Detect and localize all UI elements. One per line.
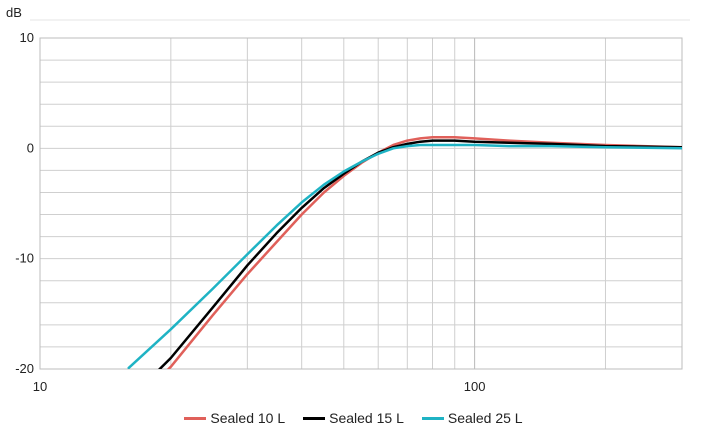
legend-swatch [421, 416, 444, 420]
plot-border [39, 37, 683, 370]
axes [30, 19, 690, 370]
y-axis-unit-label: dB [6, 5, 22, 20]
series-line-1 [166, 136, 682, 369]
y-tick-label: 10 [20, 30, 34, 45]
legend-swatch [184, 416, 207, 420]
legend-label: Sealed 25 L [447, 410, 523, 426]
series-line-2 [157, 139, 682, 369]
legend: Sealed 10 L Sealed 15 L Sealed 25 L [0, 410, 707, 426]
x-tick-label: 10 [33, 379, 47, 394]
series-line-3 [127, 143, 682, 369]
x-tick-label: 100 [464, 379, 486, 394]
legend-item-sealed-10: Sealed 10 L [184, 410, 285, 426]
y-tick-label: -10 [15, 251, 34, 266]
y-tick-label: -20 [15, 361, 34, 376]
legend-item-sealed-15: Sealed 15 L [303, 410, 404, 426]
legend-label: Sealed 10 L [210, 410, 286, 426]
legend-label: Sealed 15 L [329, 410, 404, 426]
legend-swatch [303, 416, 326, 420]
grid [39, 37, 683, 370]
y-tick-label: 0 [27, 140, 34, 155]
legend-item-sealed-25: Sealed 25 L [421, 410, 523, 426]
series-lines [127, 136, 682, 369]
